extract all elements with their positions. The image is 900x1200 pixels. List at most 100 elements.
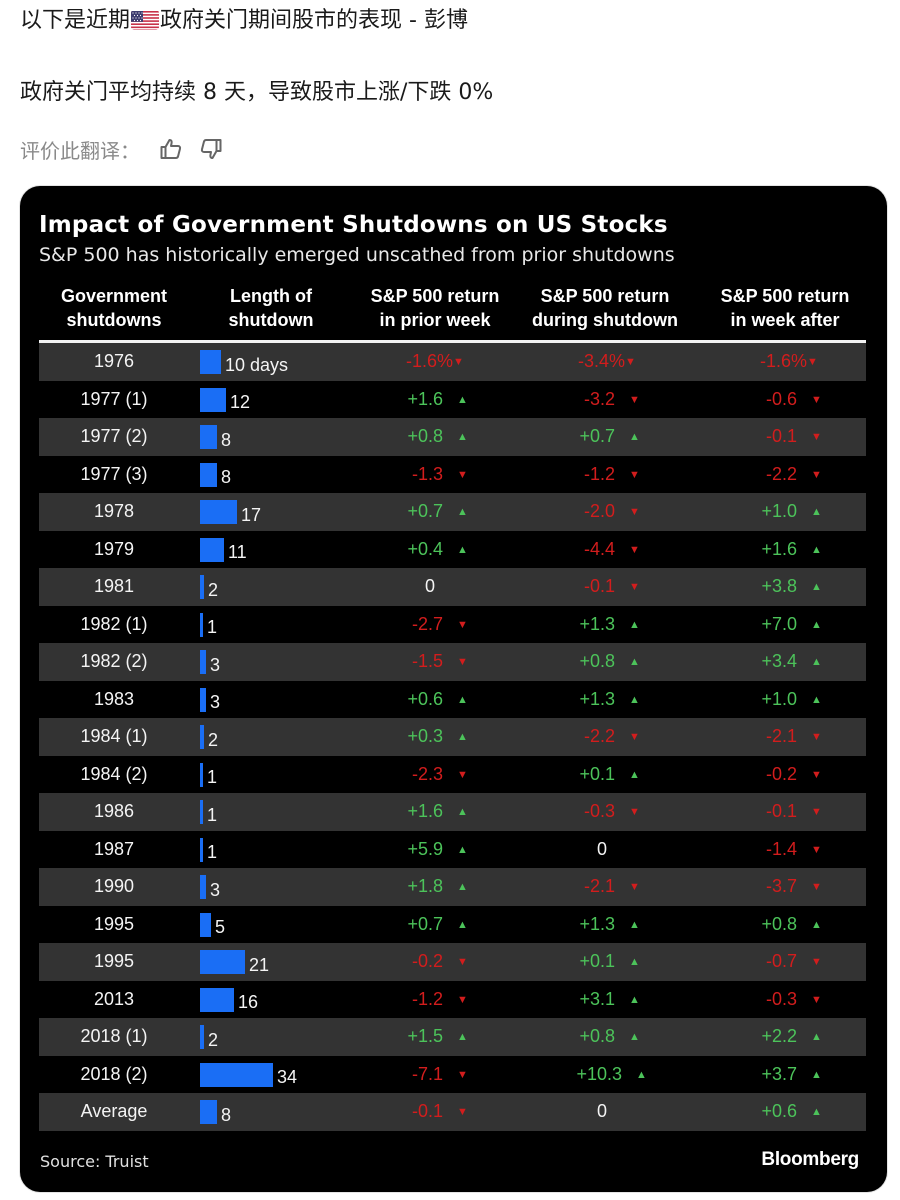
return-value: -2.2 [583,726,615,746]
up-arrow-icon: ▲ [457,506,468,518]
up-arrow-icon: ▲ [629,993,640,1006]
return-prior-cell: -2.3 ▼ [39,756,866,793]
return-prior-cell: -7.1 ▼ [39,1056,866,1093]
length-label: 1 [207,617,218,637]
column-header-line: Length of [230,286,312,306]
length-bar [200,462,217,487]
shutdown-label: 2018 (1) [80,1026,148,1046]
rate-translation-label: 评价此翻译： [20,138,140,163]
chart-title: Impact of Government Shutdowns on US Sto… [39,212,668,238]
up-arrow-icon: ▲ [457,806,468,818]
return-after-cell: +1.0 ▲ [39,681,866,718]
return-value: -3.7 [765,876,797,896]
length-bar [200,950,245,974]
return-value: +3.1 [579,988,615,1009]
length-bar [200,1025,204,1049]
thumbs-up-button[interactable] [158,136,184,162]
up-arrow-icon: ▲ [629,431,640,443]
table-row: 1977 (3) 8 -1.3 ▼ -1.2 ▼ -2.2 ▼ [39,455,866,493]
return-during-cell: -0.1 ▼ [39,568,866,605]
length-bar [200,687,206,712]
length-label: 2 [208,729,219,750]
shutdown-length-cell: 2 [200,575,219,600]
return-prior-cell: +1.6 ▲ [39,793,866,830]
return-value: +2.2 [761,1026,797,1046]
return-during-cell: -2.2 ▼ [39,718,866,755]
up-arrow-icon: ▲ [811,693,822,706]
return-after-cell: -0.3 ▼ [39,981,866,1018]
return-value: -1.6% [405,351,453,371]
length-label: 1 [207,804,218,825]
return-value: -0.1 [765,801,797,821]
down-arrow-icon: ▼ [629,581,640,593]
return-value: -1.2 [583,463,615,484]
return-after-cell: -0.2 ▼ [39,756,866,793]
rate-translation-row: 评价此翻译： [20,134,238,164]
down-arrow-icon: ▼ [457,993,468,1006]
length-bar [200,912,211,937]
chart-subtitle: S&P 500 has historically emerged unscath… [39,244,675,266]
up-arrow-icon: ▲ [811,1068,822,1081]
length-bar [200,837,203,862]
return-value: +1.0 [761,501,797,521]
shutdown-length-cell: 2 [200,725,219,750]
length-bar [200,875,206,899]
down-arrow-icon: ▼ [457,1068,468,1081]
return-value: +3.8 [761,576,797,596]
length-bar [200,350,221,374]
down-arrow-icon: ▼ [629,468,640,481]
return-after-cell: +1.6 ▲ [39,531,866,568]
up-arrow-icon: ▲ [811,1031,822,1043]
down-arrow-icon: ▼ [457,1106,468,1118]
shutdown-label: 1984 (2) [80,763,148,784]
table-row: 1984 (2) 1 -2.3 ▼ +0.1 ▲ -0.2 ▼ [39,755,866,793]
return-value: -1.6% [759,351,807,371]
up-arrow-icon: ▲ [811,918,822,931]
post-text-line1: 以下是近期 政府关门期间股市的表现 - 彭博 [20,6,468,36]
down-arrow-icon: ▼ [629,806,640,818]
shutdown-length-cell: 34 [200,1062,297,1087]
return-after-cell: +1.0 ▲ [39,493,866,530]
return-prior-cell: +0.7 ▲ [39,906,866,943]
shutdown-length-cell: 8 [200,425,232,450]
return-value: -4.4 [583,538,615,559]
length-label: 10 days [225,354,289,375]
return-value: -2.1 [765,726,797,746]
return-after-cell: +2.2 ▲ [39,1018,866,1055]
return-prior-cell: +0.3 ▲ [39,718,866,755]
return-during-cell: +10.3 ▲ [39,1056,866,1093]
thumbs-down-button[interactable] [198,136,224,162]
down-arrow-icon: ▼ [629,881,640,893]
return-value: +0.8 [761,913,797,934]
length-label: 2 [208,1029,219,1050]
column-header-line: Government [60,286,168,306]
return-value: -3.4% [577,351,625,371]
shutdown-label: 1977 (3) [80,463,148,484]
return-after-cell: +3.4 ▲ [39,643,866,680]
return-value: +3.7 [761,1063,797,1084]
return-during-cell: +1.3 ▲ [39,606,866,643]
return-value: -3.2 [583,388,615,409]
length-label: 2 [208,579,219,600]
column-header-length: Length of shutdown [195,284,347,332]
down-arrow-icon: ▼ [811,956,822,968]
up-arrow-icon: ▲ [811,1106,822,1118]
column-header-prior-week: S&P 500 return in prior week [350,284,520,332]
return-during-cell: +1.3 ▲ [39,681,866,718]
shutdown-length-cell: 3 [200,875,221,900]
shutdown-length-cell: 11 [200,537,247,562]
up-arrow-icon: ▲ [629,656,640,668]
table-row: 1995 21 -0.2 ▼ +0.1 ▲ -0.7 ▼ [39,943,866,981]
length-label: 8 [221,429,232,450]
column-header-line: shutdown [228,310,314,330]
down-arrow-icon: ▼ [807,356,818,368]
column-header-line: in prior week [379,310,491,330]
return-value: -0.6 [765,388,797,409]
return-value: +0.7 [579,426,615,446]
length-label: 17 [241,504,262,525]
column-header-line: S&P 500 return [540,286,670,306]
table-row: 1984 (1) 2 +0.3 ▲ -2.2 ▼ -2.1 ▼ [39,718,866,756]
shutdown-label: 1982 (1) [80,613,148,634]
return-value: +1.6 [407,801,443,821]
length-label: 3 [210,879,221,900]
